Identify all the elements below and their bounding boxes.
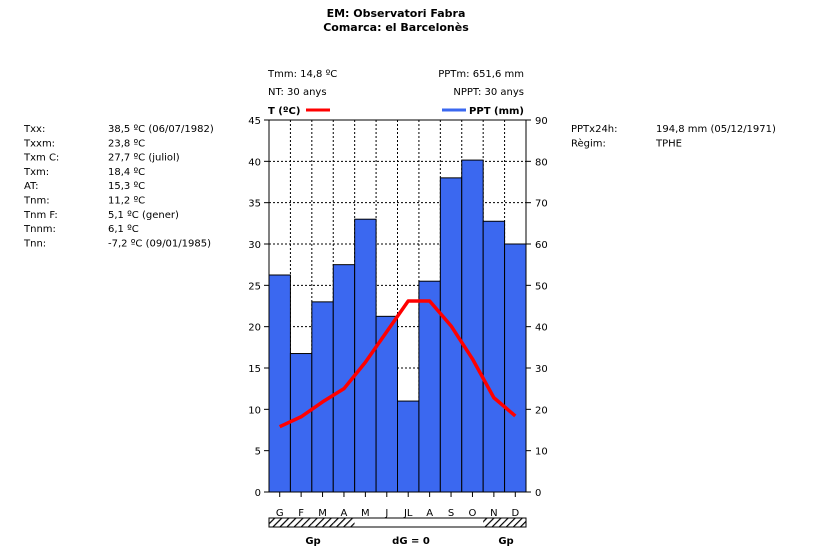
x-axis-tick-label: N <box>490 508 497 519</box>
left-stat-value: 18,4 ºC <box>108 167 145 178</box>
frost-cell <box>461 518 484 527</box>
plot-area: 0 5 10 15 20 25 30 35 40 45 0 10 20 30 40 50 60 70 80 90 G F M… <box>248 116 547 519</box>
precip-bar <box>354 218 377 493</box>
x-axis-tick-label: D <box>511 508 519 519</box>
left-stat-value: 23,8 ºC <box>108 138 145 149</box>
frost-cell <box>483 518 505 527</box>
left-stat-label: AT: <box>24 181 38 192</box>
tmm-label: Tmm: 14,8 ºC <box>267 69 337 80</box>
plot-frame <box>268 119 527 493</box>
left-stat-value: -7,2 ºC (09/01/1985) <box>108 238 211 249</box>
frost-cell <box>290 518 312 527</box>
left-stats: Txx: 38,5 ºC (06/07/1982) Txxm: 23,8 ºC Txm … <box>23 124 214 249</box>
right-axis-tick-label: 60 <box>535 240 548 251</box>
x-axis-tick-label: M <box>361 508 370 519</box>
left-stat-label: Tnnm: <box>23 224 56 235</box>
right-axis-tick-label: 20 <box>535 405 548 416</box>
frost-cell <box>311 518 334 527</box>
frost-cell <box>440 518 462 527</box>
left-axis-tick-label: 15 <box>248 364 261 375</box>
left-stat-value: 6,1 ºC <box>108 224 139 235</box>
left-stat-value: 38,5 ºC (06/07/1982) <box>108 124 214 135</box>
precip-bar <box>289 353 313 493</box>
left-axis-tick-label: 40 <box>248 157 261 168</box>
precip-bar <box>461 159 484 493</box>
right-axis-tick-label: 0 <box>535 488 541 499</box>
right-axis-tick-label: 10 <box>535 447 548 458</box>
frost-cell <box>354 518 377 527</box>
left-stat-label: Txm C: <box>23 153 59 164</box>
frost-cell <box>418 518 441 527</box>
nt-label: NT: 30 anys <box>268 87 327 98</box>
left-axis-tick-label: 25 <box>248 281 261 292</box>
x-axis-tick-label: A <box>341 508 348 519</box>
left-axis-tick-label: 10 <box>248 405 261 416</box>
x-axis-tick-label: M <box>318 508 327 519</box>
precip-bar <box>482 220 506 493</box>
left-axis-tick-label: 20 <box>248 323 261 334</box>
right-stat-value: 194,8 mm (05/12/1971) <box>656 124 776 135</box>
frost-bar <box>268 517 527 528</box>
pptm-label: PPTm: 651,6 mm <box>438 69 524 80</box>
left-stat-label: Txx: <box>23 124 45 135</box>
frost-cell <box>269 518 291 527</box>
frost-cell <box>397 518 419 527</box>
right-axis-tick-label: 90 <box>535 116 548 127</box>
x-axis-tick-label: A <box>426 508 433 519</box>
precip-bar <box>397 400 420 493</box>
left-stat-value: 27,7 ºC (juliol) <box>108 153 180 164</box>
x-axis-tick-label: J <box>384 508 388 519</box>
frost-cell <box>504 518 526 527</box>
right-axis-tick-label: 80 <box>535 157 548 168</box>
chart-title-line1: EM: Observatori Fabra <box>327 7 466 20</box>
right-stat-label: Règim: <box>571 137 606 149</box>
bottom-center-label: dG = 0 <box>392 536 430 547</box>
nppt-label: NPPT: 30 anys <box>453 87 524 98</box>
left-axis-tick-label: 35 <box>248 199 261 210</box>
chart-title-line2: Comarca: el Barcelonès <box>323 21 469 34</box>
left-stat-label: Txxm: <box>23 138 55 149</box>
right-axis-tick-label: 50 <box>535 281 548 292</box>
right-axis-tick-label: 30 <box>535 364 548 375</box>
right-stat-label: PPTx24h: <box>571 124 618 135</box>
left-stat-label: Tnm F: <box>23 210 58 221</box>
left-stat-label: Txm: <box>23 167 49 178</box>
left-axis-tick-label: 30 <box>248 240 261 251</box>
left-stat-label: Tnm: <box>23 196 50 207</box>
left-stat-value: 5,1 ºC (gener) <box>108 210 179 221</box>
x-axis-tick-label: G <box>276 508 284 519</box>
precip-bar <box>268 274 291 493</box>
bottom-left-label: Gp <box>305 536 320 547</box>
left-axis-tick-label: 0 <box>255 488 261 499</box>
legend-temperature-label: T (ºC) <box>268 106 300 117</box>
frost-cell <box>376 518 398 527</box>
left-stat-value: 15,3 ºC <box>108 181 145 192</box>
right-stat-value: TPHE <box>655 138 682 149</box>
x-axis-tick-label: O <box>469 508 477 519</box>
precip-bar <box>504 243 527 493</box>
legend-precipitation-label: PPT (mm) <box>469 106 524 117</box>
right-axis-tick-label: 40 <box>535 323 548 334</box>
x-axis-tick-label: S <box>448 508 454 519</box>
right-stats: PPTx24h: 194,8 mm (05/12/1971) Règim: TPHE <box>571 124 776 149</box>
precip-bar <box>418 280 441 493</box>
x-axis-tick-label: JL <box>403 508 413 519</box>
temperature-line <box>278 299 517 429</box>
left-stat-value: 11,2 ºC <box>108 196 145 207</box>
left-axis-tick-label: 45 <box>248 116 261 127</box>
frost-cell <box>333 518 355 527</box>
left-axis-tick-label: 5 <box>255 447 261 458</box>
x-axis-tick-label: F <box>298 508 304 519</box>
bottom-right-label: Gp <box>498 536 513 547</box>
right-axis-tick-label: 70 <box>535 199 548 210</box>
frost-bar-frame <box>268 517 527 528</box>
left-stat-label: Tnn: <box>23 238 46 249</box>
